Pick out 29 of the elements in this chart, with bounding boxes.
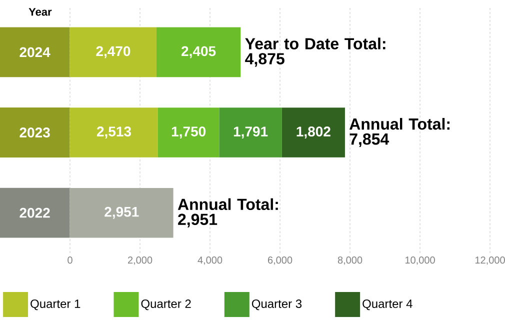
data-label: 2,513	[96, 126, 131, 138]
legend-label: Quarter 3	[252, 300, 302, 310]
data-label: 1,802	[296, 126, 330, 138]
data-label: 2,405	[182, 46, 216, 58]
data-label: 2,951	[104, 206, 139, 219]
bar	[158, 108, 220, 158]
bar	[156, 27, 241, 78]
y-tick-label: 2022	[20, 208, 50, 218]
x-tick-label: 6,000	[268, 256, 292, 265]
x-tick-label: 12,000	[475, 256, 505, 265]
annotation: Year to Date Total: 4,875	[245, 38, 386, 67]
y-tick-label: 2024	[20, 47, 50, 58]
data-label: 1,750	[172, 126, 206, 138]
x-tick-label: 8,000	[338, 256, 362, 265]
x-tick-label: 2,000	[128, 256, 152, 265]
x-tick-label: 10,000	[405, 256, 435, 265]
x-tick-label: 0	[68, 256, 72, 264]
legend-label: Quarter 1	[30, 300, 80, 310]
y-axis-title: Year	[28, 8, 52, 16]
y-tick-label: 2023	[20, 128, 50, 138]
annotation: Annual Total: 2,951	[178, 198, 278, 228]
data-label: 2,470	[96, 46, 130, 58]
bar	[219, 108, 282, 158]
annotation: Annual Total: 7,854	[350, 118, 450, 148]
x-tick-label: 4,000	[198, 256, 222, 265]
legend-label: Quarter 4	[362, 300, 412, 310]
legend-label: Quarter 2	[141, 300, 191, 310]
data-label: 1,791	[234, 126, 268, 138]
bar	[282, 108, 345, 158]
